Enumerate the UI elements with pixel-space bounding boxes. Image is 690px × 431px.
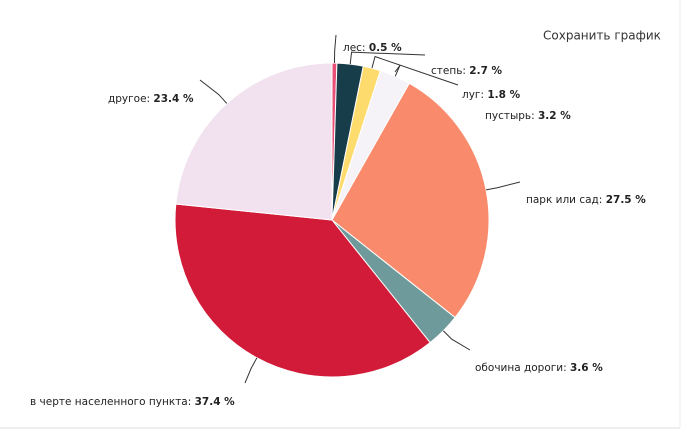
label-value: 27.5 % xyxy=(606,194,647,206)
leader-line xyxy=(199,79,228,104)
slice-label: лес: 0.5 % xyxy=(343,42,402,54)
label-name: пустырь: xyxy=(485,110,535,122)
slice-label: пустырь: 3.2 % xyxy=(485,110,571,122)
label-value: 3.6 % xyxy=(570,362,603,374)
label-value: 23.4 % xyxy=(153,93,194,105)
slice-label: обочина дороги: 3.6 % xyxy=(475,362,603,374)
label-value: 37.4 % xyxy=(195,396,236,408)
slice-label: другое: 23.4 % xyxy=(108,93,194,105)
label-value: 2.7 % xyxy=(469,65,502,77)
pie-slice xyxy=(331,82,490,319)
label-name: лес: xyxy=(343,42,365,54)
leader-line xyxy=(485,181,521,191)
label-name: другое: xyxy=(108,93,150,105)
label-name: парк или сад: xyxy=(526,194,602,206)
leader-line xyxy=(371,55,459,86)
slice-label: парк или сад: 27.5 % xyxy=(526,194,646,206)
slice-label: в черте населенного пункта: 37.4 % xyxy=(30,396,235,408)
leader-line xyxy=(333,34,337,64)
label-value: 0.5 % xyxy=(369,42,402,54)
label-name: луг: xyxy=(462,89,484,101)
label-value: 3.2 % xyxy=(538,110,571,122)
label-value: 1.8 % xyxy=(487,89,520,101)
leader-line xyxy=(442,330,471,351)
leader-line xyxy=(244,357,258,384)
leader-line xyxy=(394,64,401,77)
pie-slice xyxy=(175,62,333,221)
slice-label: луг: 1.8 % xyxy=(462,89,521,101)
save-button[interactable]: Сохранить график xyxy=(543,29,661,43)
slice-label: степь: 2.7 % xyxy=(431,65,503,77)
pie-slice xyxy=(174,203,431,378)
label-name: степь: xyxy=(431,65,466,77)
label-name: в черте населенного пункта: xyxy=(30,396,191,408)
leader-line xyxy=(349,51,426,65)
label-name: обочина дороги: xyxy=(475,362,567,374)
